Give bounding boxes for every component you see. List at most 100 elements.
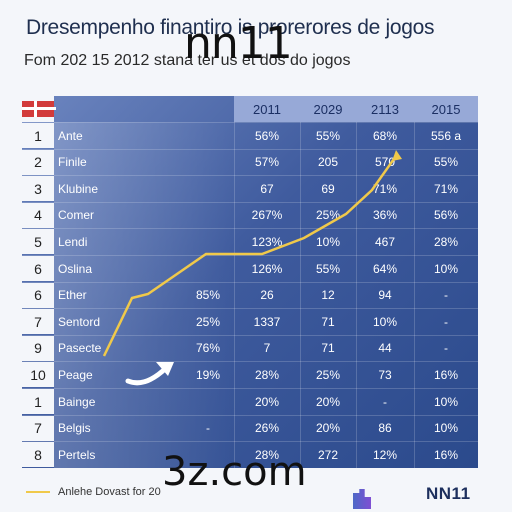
row-name: Pasecte — [58, 341, 102, 356]
table-cell: 69 — [321, 181, 335, 196]
table-cell — [182, 229, 234, 254]
table-cell: 556 a — [430, 128, 462, 143]
table-cell: - — [444, 314, 448, 329]
column-header: 2015 — [414, 96, 478, 122]
row-number: 6 — [22, 282, 54, 308]
table-row: 8 Pertels 28% 272 12% 16% — [22, 441, 478, 468]
legend: Anlehe Dovast for 20 — [26, 486, 161, 498]
table-cell: 71% — [433, 181, 459, 196]
table-row: 3 Klubine 67 69 71% 71% — [22, 175, 478, 202]
flag-icon — [22, 101, 56, 117]
table-row: 5 Lendi 123% 10% 467 28% — [22, 228, 478, 255]
table-cell: - — [206, 421, 210, 436]
table-cell: 570 — [374, 155, 396, 170]
table-cell: 25% — [315, 367, 341, 382]
table-cell: 205 — [317, 155, 339, 170]
table-cell: 56% — [433, 208, 459, 223]
table-cell — [182, 176, 234, 201]
table-cell: 272 — [317, 447, 339, 462]
table-cell: 68% — [372, 128, 398, 143]
table-cell: 28% — [433, 234, 459, 249]
row-number: 7 — [22, 309, 54, 335]
table-cell: 12% — [372, 447, 398, 462]
table-cell: 10% — [315, 234, 341, 249]
table-cell: 64% — [372, 261, 398, 276]
table-header-flag — [22, 96, 56, 122]
row-number: 5 — [22, 229, 54, 255]
table-cell: 94 — [378, 288, 392, 303]
table-cell: 126% — [251, 261, 283, 276]
row-number: 3 — [22, 176, 54, 202]
table-cell: 73 — [378, 367, 392, 382]
table-cell: 123% — [251, 234, 283, 249]
table-cell: 57% — [254, 155, 280, 170]
legend-label: Anlehe Dovast for 20 — [58, 486, 161, 498]
row-number: 1 — [22, 123, 54, 148]
table-row: 1 Bainge 20% 20% - 10% — [22, 388, 478, 414]
row-name: Sentord — [58, 314, 101, 329]
table-cell: 20% — [254, 394, 280, 409]
table-row: 7 Belgis - 26% 20% 86 10% — [22, 414, 478, 441]
page-subtitle: Fom 202 15 2012 stana ter us et dos do j… — [24, 52, 351, 69]
table-cell — [182, 203, 234, 228]
row-name: Finile — [58, 155, 87, 170]
table-row: 6 Ether 85% 26 12 94 - — [22, 281, 478, 308]
table-row: 4 Comer 267% 25% 36% 56% — [22, 201, 478, 228]
row-name: Lendi — [58, 234, 88, 249]
column-divider — [414, 96, 415, 468]
table-cell: - — [444, 341, 448, 356]
table-cell: 25% — [315, 208, 341, 223]
row-number: 2 — [22, 149, 54, 175]
table-cell: 19% — [195, 367, 221, 382]
table-cell: 7 — [263, 341, 271, 356]
table-cell: 86 — [378, 421, 392, 436]
table-cell: 36% — [372, 208, 398, 223]
table-cell: - — [444, 288, 448, 303]
watermark-bottom: 3z.com — [162, 449, 307, 495]
table-cell: 56% — [254, 128, 280, 143]
table-cell: 26% — [254, 421, 280, 436]
table-cell: 10% — [433, 261, 459, 276]
row-number: 4 — [22, 202, 54, 228]
page-title: Dresempenho finantiro is prorerores de j… — [26, 16, 435, 39]
row-number: 9 — [22, 335, 54, 361]
table-cell: 28% — [254, 447, 280, 462]
row-name: Pertels — [58, 447, 96, 462]
table-cell: 26 — [260, 288, 274, 303]
table-cell: 67 — [260, 181, 274, 196]
table-cell — [182, 389, 234, 414]
performance-table: 2011 2029 2113 2015 1 Ante 56% 55% 68% 556 a 2… — [22, 96, 478, 468]
row-number: 1 — [22, 389, 54, 414]
column-header: 2113 — [356, 96, 414, 122]
row-name: Oslina — [58, 261, 93, 276]
table-cell: 10% — [433, 421, 459, 436]
table-cell: 20% — [315, 421, 341, 436]
row-number: 7 — [22, 415, 54, 441]
table-cell: 71 — [321, 341, 335, 356]
legend-swatch — [26, 491, 50, 493]
table-cell: 12 — [321, 288, 335, 303]
column-header: 2029 — [300, 96, 356, 122]
table-row: 9 Pasecte 76% 7 71 44 - — [22, 334, 478, 361]
brand-logo: NN11 — [426, 484, 471, 503]
table-cell: 55% — [315, 128, 341, 143]
row-number: 8 — [22, 442, 54, 468]
column-header: 2011 — [234, 96, 300, 122]
row-number: 6 — [22, 256, 54, 281]
table-cell: 1337 — [253, 314, 281, 329]
table-cell: 55% — [315, 261, 341, 276]
row-name: Belgis — [58, 421, 91, 436]
row-name: Ante — [58, 128, 83, 143]
table-cell: 71 — [321, 314, 335, 329]
table-row: 2 Finile 57% 205 570 55% — [22, 148, 478, 175]
building-icon — [353, 489, 371, 509]
table-row: 10 Peage 19% 28% 25% 73 16% — [22, 361, 478, 388]
row-name: Comer — [58, 208, 95, 223]
table-cell: 267% — [251, 208, 283, 223]
table-cell: 44 — [378, 341, 392, 356]
table-cell: - — [383, 394, 387, 409]
table-cell: 16% — [433, 447, 459, 462]
table-cell: 55% — [433, 155, 459, 170]
table-cell: 16% — [433, 367, 459, 382]
table-cell: 10% — [433, 394, 459, 409]
